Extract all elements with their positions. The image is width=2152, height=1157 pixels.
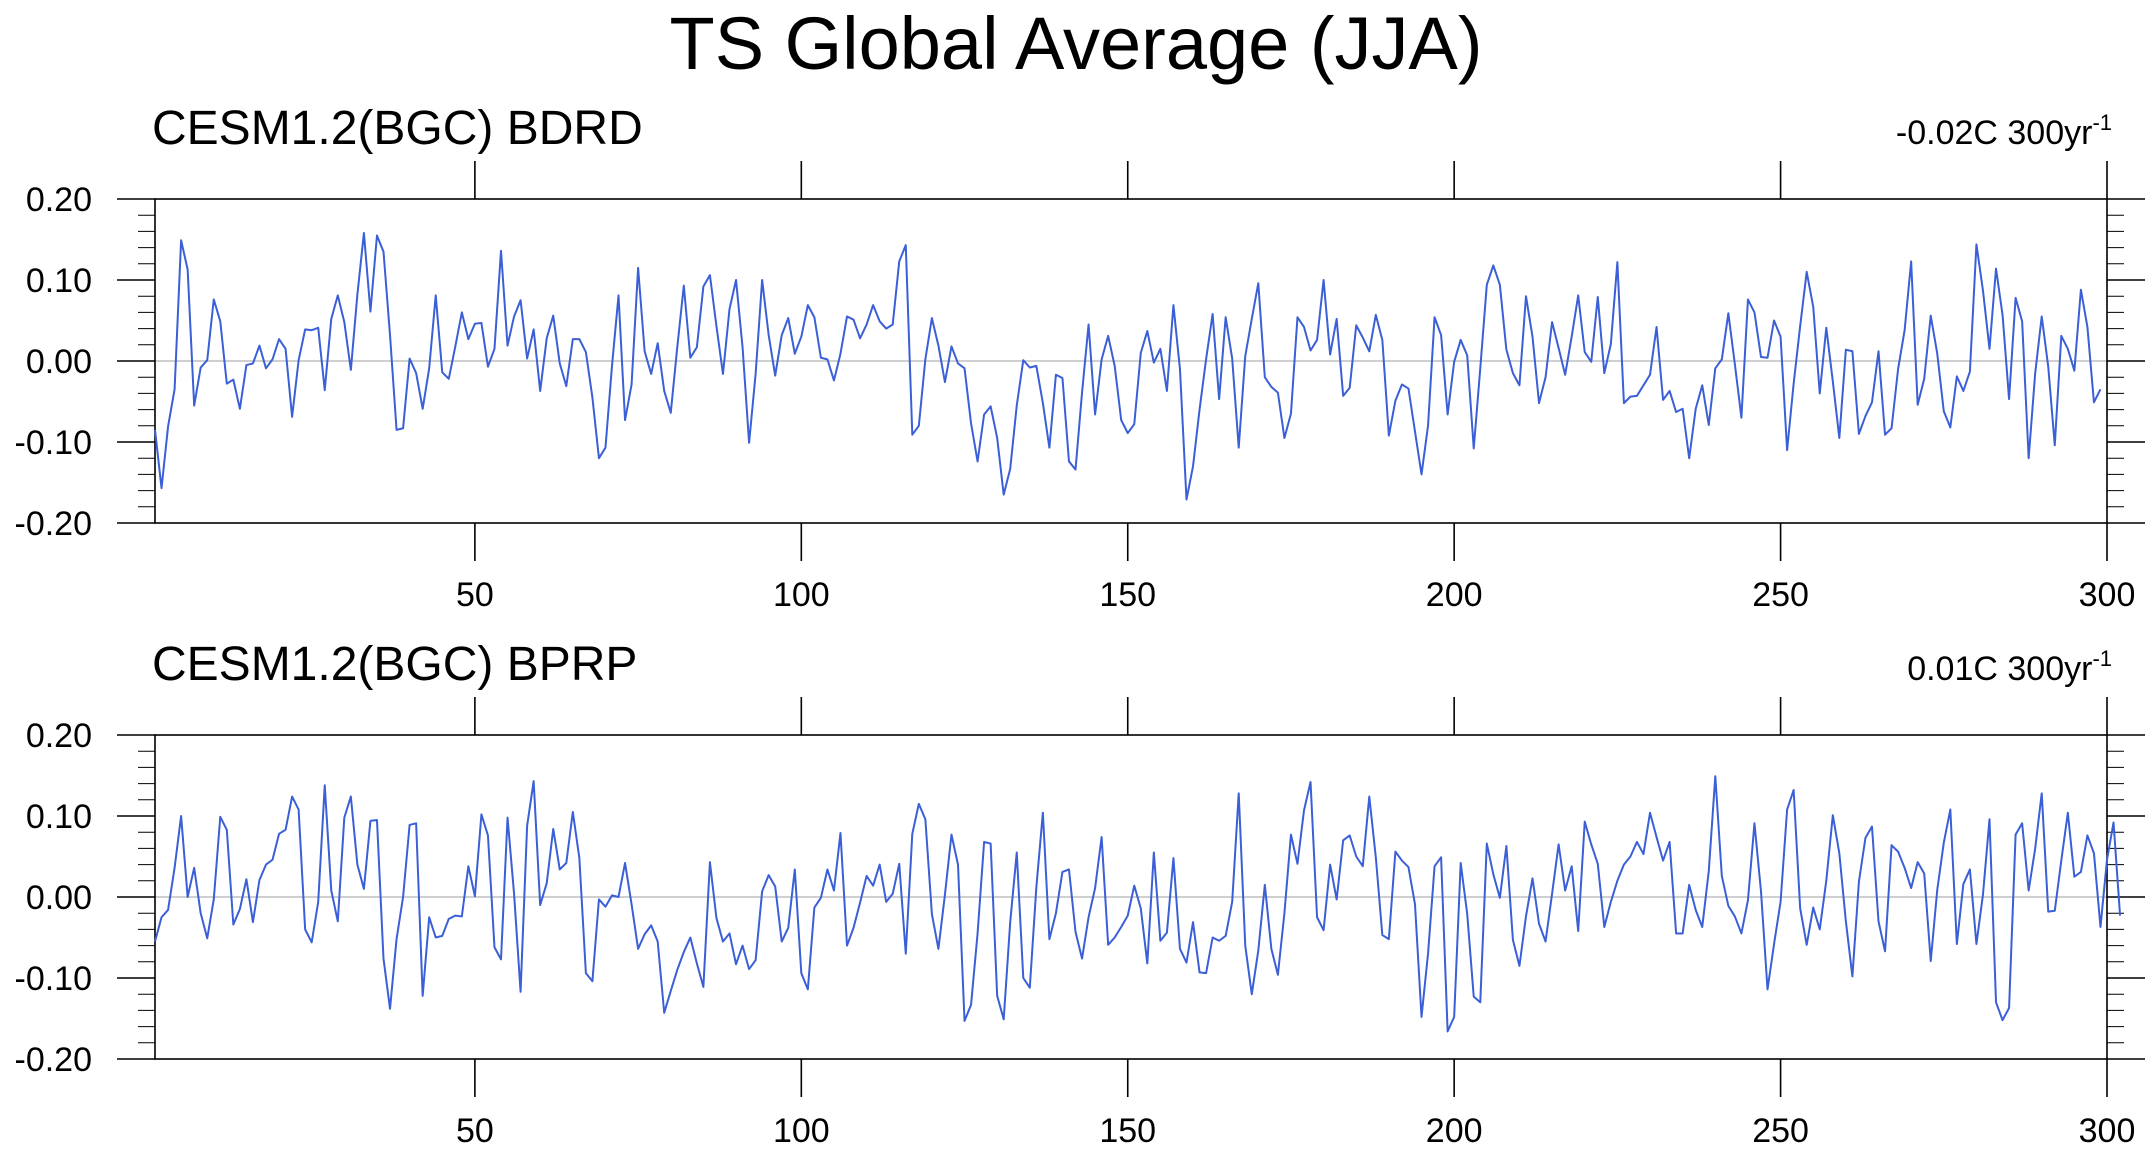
y-tick-label: -0.20 bbox=[15, 505, 93, 543]
panel-bdrd: 50 100 150 200 250 300 -0.20 -0.10 0.00 0.10 0.20 C… bbox=[15, 102, 2145, 614]
y-tick-label: -0.10 bbox=[15, 424, 93, 462]
panel-title: CESM1.2(BGC) BDRD bbox=[152, 102, 643, 155]
series-line bbox=[154, 775, 2122, 1033]
x-tick-label: 300 bbox=[2079, 576, 2136, 614]
x-tick-label: 150 bbox=[1099, 1112, 1156, 1150]
x-tick-label: 100 bbox=[773, 576, 830, 614]
y-tick-label: 0.00 bbox=[26, 879, 92, 917]
x-tick-label: 300 bbox=[2079, 1112, 2136, 1150]
panel-title: CESM1.2(BGC) BPRP bbox=[152, 638, 637, 691]
series-line bbox=[154, 232, 2102, 501]
y-tick-label: 0.10 bbox=[26, 798, 92, 836]
x-tick-label: 250 bbox=[1752, 1112, 1809, 1150]
x-tick-label: 200 bbox=[1426, 576, 1483, 614]
x-tick-label: 50 bbox=[456, 1112, 494, 1150]
y-tick-label: 0.20 bbox=[26, 181, 92, 219]
trend-label: -0.02C 300yr-1 bbox=[1896, 110, 2112, 152]
y-tick-label: -0.20 bbox=[15, 1041, 93, 1079]
y-tick-label: 0.00 bbox=[26, 343, 92, 381]
x-tick-label: 250 bbox=[1752, 576, 1809, 614]
trend-label: 0.01C 300yr-1 bbox=[1907, 646, 2112, 688]
chart-main-title: TS Global Average (JJA) bbox=[669, 2, 1483, 85]
x-tick-label: 200 bbox=[1426, 1112, 1483, 1150]
x-tick-label: 150 bbox=[1099, 576, 1156, 614]
y-tick-label: -0.10 bbox=[15, 960, 93, 998]
x-tick-label: 50 bbox=[456, 576, 494, 614]
y-tick-label: 0.20 bbox=[26, 717, 92, 755]
panel-bprp: 50 100 150 200 250 300 -0.20 -0.10 0.00 0.10 0.20 C… bbox=[15, 638, 2145, 1150]
y-tick-label: 0.10 bbox=[26, 262, 92, 300]
x-tick-label: 100 bbox=[773, 1112, 830, 1150]
